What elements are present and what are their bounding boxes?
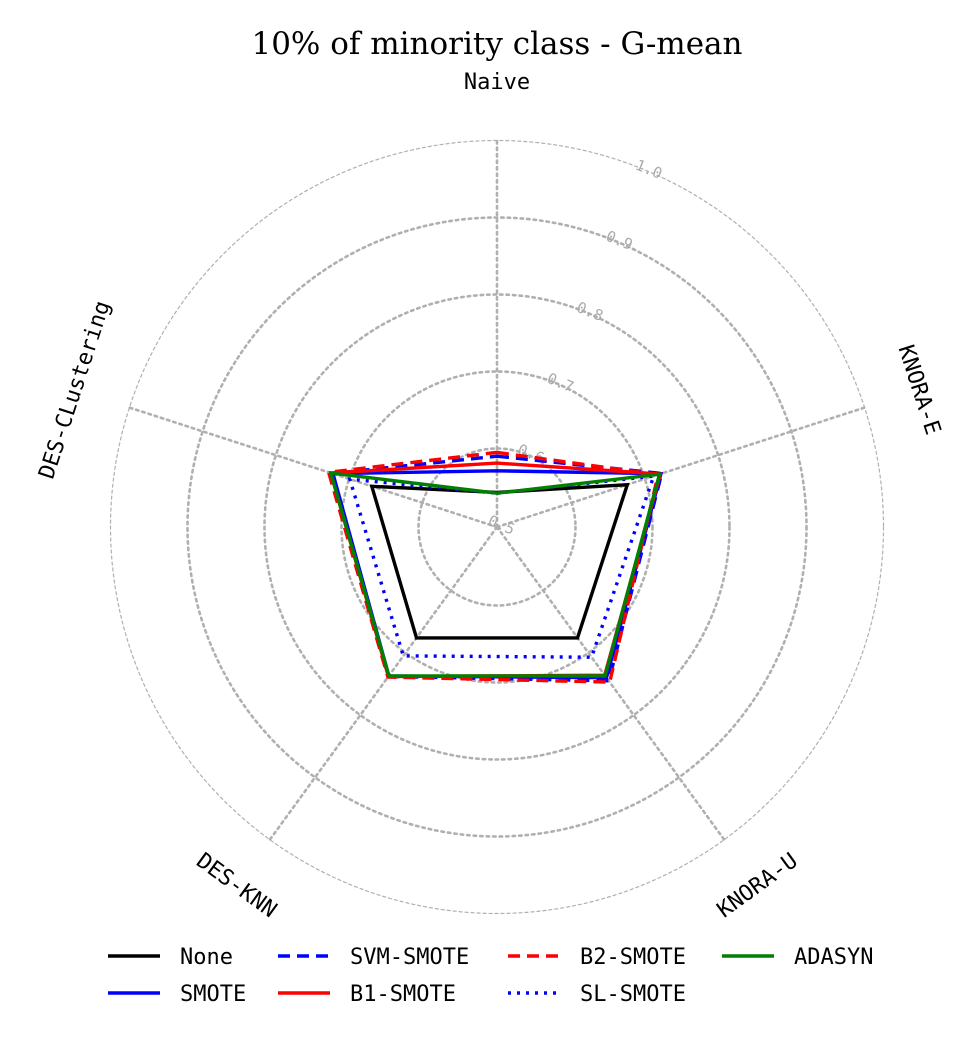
- series-line: [326, 450, 661, 684]
- series-line: [347, 474, 657, 659]
- grid-ring: [186, 216, 808, 838]
- grid-spoke: [128, 406, 499, 529]
- legend-label: None: [180, 945, 233, 970]
- series-line: [369, 482, 630, 640]
- series-group: [326, 450, 664, 684]
- radial-tick-label: 0.9: [603, 227, 635, 254]
- grid-spoke: [495, 525, 726, 841]
- legend: None SMOTE SVM-SMOTE B1-SMOTE B2-SMOTE SL-SMO…: [108, 945, 873, 1007]
- grid-ring: [263, 293, 731, 761]
- legend-label: B2-SMOTE: [580, 945, 686, 970]
- axis-labels: Naive KNORA-E KNORA-U DES-KNN DES-CLustering: [35, 70, 945, 923]
- axis-label: DES-CLustering: [35, 298, 116, 482]
- grid-spoke: [268, 525, 499, 841]
- grid-ring: [340, 370, 654, 684]
- legend-label: B1-SMOTE: [350, 982, 456, 1007]
- radar-grid: 0.50.60.70.80.91.0: [109, 139, 885, 915]
- axis-label: KNORA-U: [713, 848, 803, 923]
- legend-label: SMOTE: [180, 982, 246, 1007]
- radial-tick-label: 0.7: [544, 369, 576, 396]
- radial-tick-label: 0.5: [486, 511, 518, 538]
- chart-title: 10% of minority class - G-mean: [251, 26, 742, 62]
- axis-label: KNORA-E: [893, 342, 945, 438]
- radial-tick-label: 1.0: [633, 156, 665, 183]
- legend-label: ADASYN: [794, 945, 873, 970]
- series-line: [328, 471, 662, 678]
- grid-spoke: [495, 406, 866, 529]
- axis-label: DES-KNN: [191, 848, 281, 923]
- legend-label: SVM-SMOTE: [350, 945, 469, 970]
- radial-tick-label: 0.8: [574, 298, 606, 325]
- legend-label: SL-SMOTE: [580, 982, 686, 1007]
- axis-label: Naive: [464, 70, 530, 95]
